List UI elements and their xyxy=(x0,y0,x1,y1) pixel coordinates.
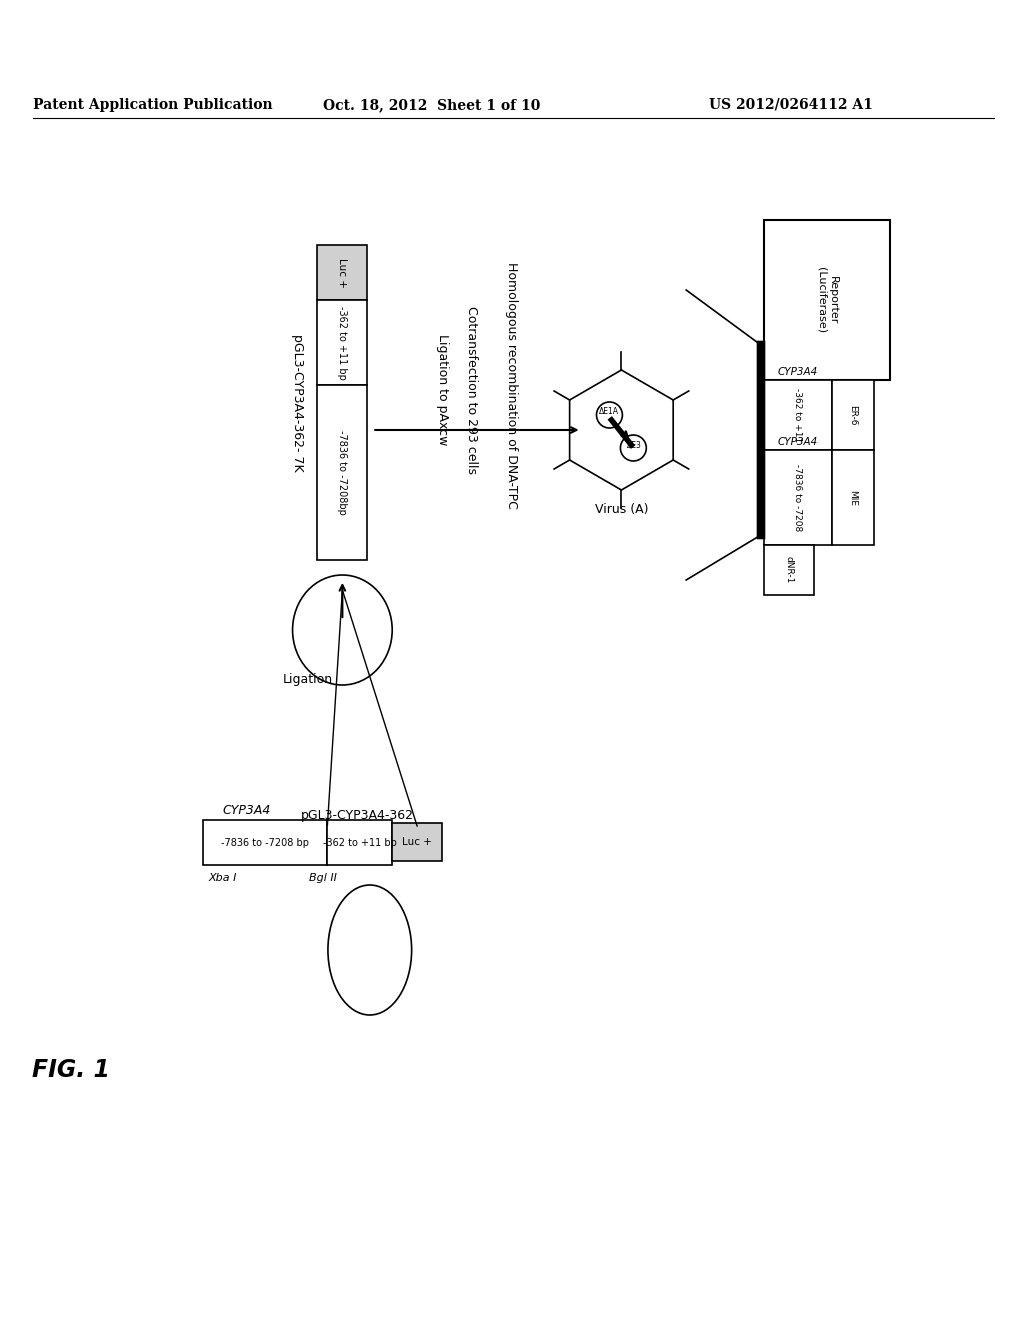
Text: CYP3A4: CYP3A4 xyxy=(222,804,270,817)
Text: ΔE1A: ΔE1A xyxy=(598,408,618,417)
FancyBboxPatch shape xyxy=(317,300,368,385)
Text: dNR-1: dNR-1 xyxy=(784,556,794,583)
Text: -362 to +11 bp: -362 to +11 bp xyxy=(337,305,347,379)
FancyBboxPatch shape xyxy=(764,450,831,545)
FancyBboxPatch shape xyxy=(317,246,368,300)
Circle shape xyxy=(597,403,623,428)
FancyBboxPatch shape xyxy=(831,450,873,545)
Text: Xba I: Xba I xyxy=(209,873,237,883)
Circle shape xyxy=(621,436,646,461)
Text: -362 to +11: -362 to +11 xyxy=(794,388,802,442)
Text: Homologous recombination of DNA-TPC: Homologous recombination of DNA-TPC xyxy=(505,261,518,508)
Text: ER-6: ER-6 xyxy=(848,405,857,425)
Text: -7836 to -7208: -7836 to -7208 xyxy=(794,463,802,531)
FancyBboxPatch shape xyxy=(764,545,814,595)
Text: US 2012/0264112 A1: US 2012/0264112 A1 xyxy=(709,98,872,112)
FancyBboxPatch shape xyxy=(764,380,831,450)
Text: pGL3-CYP3A4-362- 7K: pGL3-CYP3A4-362- 7K xyxy=(291,334,304,471)
Text: Ligation to pAxcw: Ligation to pAxcw xyxy=(435,334,449,446)
Text: Patent Application Publication: Patent Application Publication xyxy=(33,98,272,112)
Text: CYP3A4: CYP3A4 xyxy=(777,437,818,447)
FancyBboxPatch shape xyxy=(317,385,368,560)
Text: Luc +: Luc + xyxy=(402,837,432,847)
Text: Bgl II: Bgl II xyxy=(308,873,337,883)
Text: FIG. 1: FIG. 1 xyxy=(33,1059,111,1082)
Text: Luc +: Luc + xyxy=(337,257,347,288)
Text: Reporter
(Luciferase): Reporter (Luciferase) xyxy=(816,267,838,333)
Text: -7836 to -7208 bp: -7836 to -7208 bp xyxy=(221,837,309,847)
FancyBboxPatch shape xyxy=(764,220,891,380)
Text: MIE: MIE xyxy=(848,490,857,506)
FancyBboxPatch shape xyxy=(392,822,442,861)
FancyBboxPatch shape xyxy=(831,380,873,450)
Text: pGL3-CYP3A4-362: pGL3-CYP3A4-362 xyxy=(301,808,414,821)
Text: ΔE3: ΔE3 xyxy=(627,441,642,450)
Text: -7836 to -7208bp: -7836 to -7208bp xyxy=(337,430,347,515)
FancyBboxPatch shape xyxy=(328,820,392,865)
Text: Virus (A): Virus (A) xyxy=(595,503,648,516)
Text: Oct. 18, 2012  Sheet 1 of 10: Oct. 18, 2012 Sheet 1 of 10 xyxy=(324,98,541,112)
FancyBboxPatch shape xyxy=(203,820,328,865)
Text: Ligation: Ligation xyxy=(283,673,333,686)
Text: -362 to +11 bp: -362 to +11 bp xyxy=(323,837,396,847)
Text: Cotransfection to 293 cells: Cotransfection to 293 cells xyxy=(466,306,478,474)
Text: CYP3A4: CYP3A4 xyxy=(777,367,818,378)
